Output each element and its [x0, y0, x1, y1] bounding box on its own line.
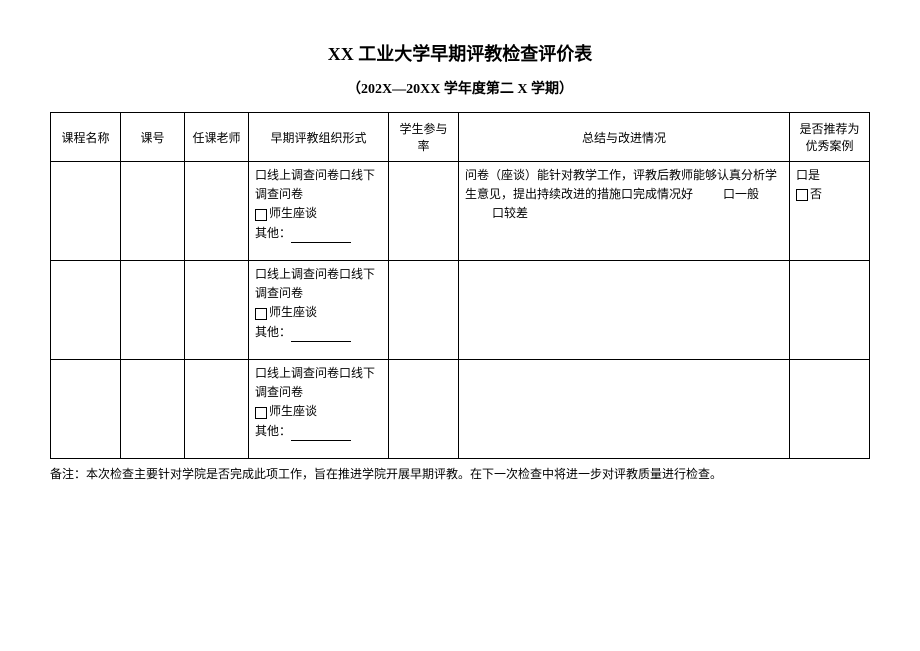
- cell-num: [121, 261, 185, 360]
- cell-course: [51, 261, 121, 360]
- header-num: 课号: [121, 113, 185, 162]
- form-opt2: 师生座谈: [269, 206, 317, 220]
- table-row: 口线上调查问卷口线下调查问卷 师生座谈 其他： 问卷（座谈）能针对教学工作，评教…: [51, 162, 870, 261]
- cell-form: 口线上调查问卷口线下调查问卷 师生座谈 其他：: [249, 162, 389, 261]
- blank-line: [291, 242, 351, 243]
- table-row: 口线上调查问卷口线下调查问卷 师生座谈 其他：: [51, 360, 870, 459]
- header-rate: 学生参与率: [389, 113, 459, 162]
- cell-rec: 口是 否: [790, 162, 870, 261]
- cell-form: 口线上调查问卷口线下调查问卷 师生座谈 其他：: [249, 261, 389, 360]
- cell-rate: [389, 261, 459, 360]
- cell-summary: 问卷（座谈）能针对教学工作，评教后教师能够认真分析学生意见，提出持续改进的措施口…: [459, 162, 790, 261]
- cell-course: [51, 360, 121, 459]
- cell-course: [51, 162, 121, 261]
- cell-teacher: [185, 360, 249, 459]
- cell-rate: [389, 360, 459, 459]
- cell-rate: [389, 162, 459, 261]
- form-opt1: 口线上调查问卷口线下调查问卷: [255, 366, 375, 399]
- form-opt3-label: 其他：: [255, 325, 291, 339]
- cell-num: [121, 360, 185, 459]
- header-form: 早期评教组织形式: [249, 113, 389, 162]
- table-row: 口线上调查问卷口线下调查问卷 师生座谈 其他：: [51, 261, 870, 360]
- header-summary: 总结与改进情况: [459, 113, 790, 162]
- rec-yes: 口是: [796, 168, 820, 182]
- header-course: 课程名称: [51, 113, 121, 162]
- cell-summary: [459, 261, 790, 360]
- cell-summary: [459, 360, 790, 459]
- form-opt1: 口线上调查问卷口线下调查问卷: [255, 168, 375, 201]
- checkbox-icon: [255, 209, 267, 221]
- page-subtitle: （202X—20XX 学年度第二 X 学期）: [50, 78, 870, 98]
- summary-bad: 口较差: [492, 206, 528, 220]
- table-header-row: 课程名称 课号 任课老师 早期评教组织形式 学生参与率 总结与改进情况 是否推荐…: [51, 113, 870, 162]
- summary-mid: 口一般: [723, 187, 759, 201]
- footer-note: 备注：本次检查主要针对学院是否完成此项工作，旨在推进学院开展早期评教。在下一次检…: [50, 465, 870, 482]
- form-opt2: 师生座谈: [269, 404, 317, 418]
- form-opt3-label: 其他：: [255, 226, 291, 240]
- checkbox-icon: [796, 189, 808, 201]
- cell-teacher: [185, 162, 249, 261]
- cell-num: [121, 162, 185, 261]
- header-rec: 是否推荐为优秀案例: [790, 113, 870, 162]
- form-opt1: 口线上调查问卷口线下调查问卷: [255, 267, 375, 300]
- checkbox-icon: [255, 407, 267, 419]
- header-teacher: 任课老师: [185, 113, 249, 162]
- cell-rec: [790, 261, 870, 360]
- form-opt3-label: 其他：: [255, 424, 291, 438]
- rec-no: 否: [810, 187, 822, 201]
- checkbox-icon: [255, 308, 267, 320]
- form-opt2: 师生座谈: [269, 305, 317, 319]
- cell-rec: [790, 360, 870, 459]
- cell-form: 口线上调查问卷口线下调查问卷 师生座谈 其他：: [249, 360, 389, 459]
- blank-line: [291, 440, 351, 441]
- page-title: XX 工业大学早期评教检查评价表: [50, 40, 870, 66]
- cell-teacher: [185, 261, 249, 360]
- evaluation-table: 课程名称 课号 任课老师 早期评教组织形式 学生参与率 总结与改进情况 是否推荐…: [50, 112, 870, 459]
- blank-line: [291, 341, 351, 342]
